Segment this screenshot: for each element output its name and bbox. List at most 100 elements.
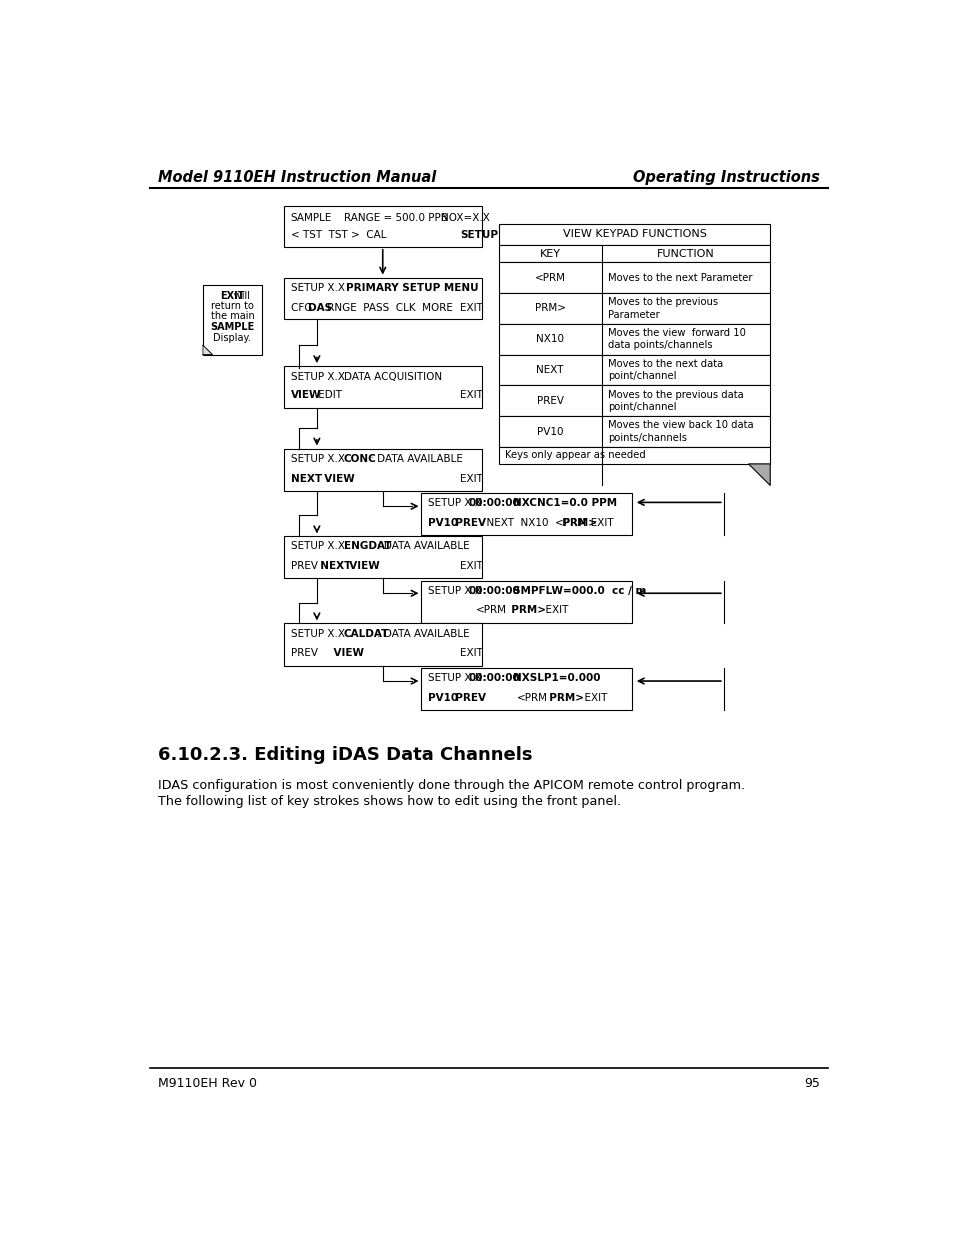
Bar: [284, 366, 481, 409]
Text: SAMPLE: SAMPLE: [291, 214, 332, 224]
Text: DATA ACQUISITION: DATA ACQUISITION: [344, 372, 441, 382]
Text: PV10: PV10: [537, 426, 563, 436]
Text: RANGE = 500.0 PPB: RANGE = 500.0 PPB: [344, 214, 447, 224]
Text: NX10: NX10: [536, 335, 563, 345]
Text: DAS: DAS: [307, 304, 332, 314]
Text: Moves the view  forward 10: Moves the view forward 10: [608, 329, 745, 338]
Text: Model 9110EH Instruction Manual: Model 9110EH Instruction Manual: [158, 170, 436, 185]
Text: PV10: PV10: [427, 519, 457, 529]
Text: PRM>: PRM>: [534, 304, 565, 314]
Text: RNGE  PASS  CLK  MORE: RNGE PASS CLK MORE: [323, 304, 453, 314]
Text: points/channels: points/channels: [608, 432, 686, 442]
Text: NEXT: NEXT: [291, 474, 321, 484]
Text: NEXT: NEXT: [536, 366, 563, 375]
Text: PREV: PREV: [291, 561, 317, 571]
Text: SETUP X.X: SETUP X.X: [427, 585, 481, 597]
Text: Moves to the previous data: Moves to the previous data: [608, 389, 743, 400]
Text: point/channel: point/channel: [608, 401, 676, 412]
Text: The following list of key strokes shows how to edit using the front panel.: The following list of key strokes shows …: [158, 794, 620, 808]
Text: SETUP X.X: SETUP X.X: [291, 283, 344, 294]
Text: Moves the view back 10 data: Moves the view back 10 data: [608, 420, 753, 431]
Text: NEXT  NX10  <PRM: NEXT NX10 <PRM: [479, 519, 585, 529]
Text: : DATA AVAILABLE: : DATA AVAILABLE: [377, 629, 470, 638]
Text: Keys only appear as needed: Keys only appear as needed: [505, 451, 645, 461]
Text: VIEW: VIEW: [316, 474, 355, 484]
Text: will: will: [214, 291, 250, 301]
Text: 00:00:00: 00:00:00: [468, 498, 520, 508]
Text: the main: the main: [211, 311, 254, 321]
Text: NOX=X.X: NOX=X.X: [440, 214, 489, 224]
Text: SAMPLE: SAMPLE: [210, 322, 254, 332]
Bar: [421, 668, 632, 710]
Text: EDIT: EDIT: [314, 389, 341, 400]
Text: PRIMARY SETUP MENU: PRIMARY SETUP MENU: [345, 283, 477, 294]
Text: EXIT: EXIT: [220, 291, 244, 301]
Bar: [498, 385, 769, 416]
Text: SETUP X.X: SETUP X.X: [291, 372, 344, 382]
Text: EXIT: EXIT: [459, 474, 482, 484]
Text: point/channel: point/channel: [608, 372, 676, 382]
Text: NXCNC1=0.0 PPM: NXCNC1=0.0 PPM: [513, 498, 617, 508]
Text: PREV: PREV: [447, 693, 485, 703]
Text: SMPFLW=000.0  cc / m: SMPFLW=000.0 cc / m: [513, 585, 645, 597]
Text: PV10: PV10: [427, 693, 457, 703]
Text: 00:00:00: 00:00:00: [468, 585, 520, 597]
Text: SETUP X.X: SETUP X.X: [427, 498, 481, 508]
Bar: [498, 246, 769, 262]
Text: VIEW: VIEW: [341, 561, 379, 571]
Text: SETUP X.X: SETUP X.X: [291, 541, 344, 551]
Text: NEXT: NEXT: [313, 561, 351, 571]
Text: SETUP: SETUP: [459, 230, 497, 241]
Text: EXIT: EXIT: [459, 304, 482, 314]
Text: CFG: CFG: [291, 304, 314, 314]
Text: : DATA AVAILABLE: : DATA AVAILABLE: [367, 454, 462, 464]
Bar: [498, 262, 769, 293]
Bar: [498, 416, 769, 447]
Text: PRM>: PRM>: [555, 519, 597, 529]
Text: PRM>: PRM>: [503, 605, 545, 615]
Text: Moves to the next Parameter: Moves to the next Parameter: [608, 273, 752, 283]
Text: VIEW: VIEW: [319, 648, 364, 658]
Text: KEY: KEY: [539, 248, 560, 258]
Text: Operating Instructions: Operating Instructions: [632, 170, 819, 185]
Text: EXIT: EXIT: [578, 693, 607, 703]
Bar: [421, 493, 632, 535]
Text: SETUP X.X: SETUP X.X: [291, 454, 344, 464]
Text: data points/channels: data points/channels: [608, 341, 712, 351]
Polygon shape: [203, 346, 212, 354]
Text: 6.10.2.3. Editing iDAS Data Channels: 6.10.2.3. Editing iDAS Data Channels: [158, 746, 532, 764]
Text: PREV: PREV: [537, 395, 563, 406]
Text: Moves to the previous: Moves to the previous: [608, 298, 718, 308]
Text: <PRM: <PRM: [517, 693, 547, 703]
Text: EXIT: EXIT: [538, 605, 568, 615]
Text: EXIT: EXIT: [459, 389, 482, 400]
Text: PREV: PREV: [291, 648, 317, 658]
Text: VIEW KEYPAD FUNCTIONS: VIEW KEYPAD FUNCTIONS: [562, 230, 706, 240]
Text: EXIT: EXIT: [459, 561, 482, 571]
Text: PREV: PREV: [447, 519, 485, 529]
Bar: [284, 624, 481, 666]
Bar: [421, 580, 632, 622]
Text: 00:00:00: 00:00:00: [468, 673, 520, 683]
Bar: [284, 278, 481, 319]
Text: CONC: CONC: [344, 454, 376, 464]
Text: EXIT: EXIT: [459, 648, 482, 658]
Text: Moves to the next data: Moves to the next data: [608, 359, 722, 369]
Text: 95: 95: [803, 1077, 819, 1091]
Text: CALDAT: CALDAT: [344, 629, 389, 638]
Text: : DATA AVAILABLE: : DATA AVAILABLE: [377, 541, 470, 551]
Text: SETUP X.X: SETUP X.X: [427, 673, 481, 683]
Text: VIEW: VIEW: [291, 389, 321, 400]
Text: return to: return to: [211, 301, 253, 311]
Text: <PRM: <PRM: [534, 273, 565, 283]
Polygon shape: [748, 464, 769, 485]
Text: FUNCTION: FUNCTION: [657, 248, 714, 258]
Bar: [498, 293, 769, 324]
Bar: [284, 536, 481, 578]
Bar: [498, 447, 769, 464]
Bar: [284, 206, 481, 247]
Text: Display.: Display.: [213, 332, 251, 342]
Text: Parameter: Parameter: [608, 310, 659, 320]
Text: < TST  TST >  CAL: < TST TST > CAL: [291, 230, 386, 241]
Bar: [203, 285, 261, 354]
